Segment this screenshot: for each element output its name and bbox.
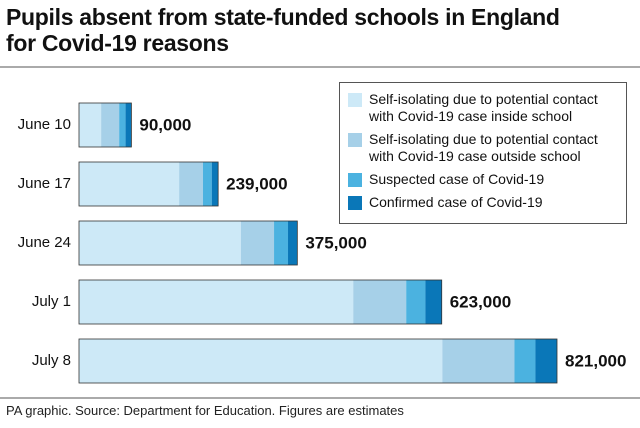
legend-swatch [348,196,362,210]
bar-segment [535,339,557,383]
data-label: 375,000 [305,233,366,252]
bar-outline [78,338,558,384]
data-label: 821,000 [565,351,626,370]
bar-segment [240,221,275,265]
bar-segment [79,339,443,383]
bar-segment [406,280,426,324]
bar-segment [79,162,180,206]
bar-segment [514,339,536,383]
legend-entry: Self-isolating due to potential contact … [348,91,618,125]
legend-entry: Confirmed case of Covid-19 [348,194,618,211]
legend-swatch [348,173,362,187]
bar-segment [274,221,289,265]
legend-label: Self-isolating due to potential contact … [369,91,598,124]
bar-segment [179,162,204,206]
legend-label: Self-isolating due to potential contact … [369,131,598,164]
bar-outline [78,279,443,325]
data-label: 239,000 [226,174,287,193]
bar-segment [353,280,407,324]
data-label: 623,000 [450,292,511,311]
legend-swatch [348,133,362,147]
bar-outline [78,161,219,207]
chart-title: Pupils absent from state-funded schools … [6,4,560,56]
y-tick-label: June 17 [18,175,71,192]
bar-segment [119,103,126,147]
bar-segment [79,103,102,147]
bar-segment [79,280,354,324]
bar-outline [78,102,132,148]
y-tick-label: July 1 [32,293,71,310]
legend-label: Suspected case of Covid-19 [369,171,545,187]
y-tick-label: June 10 [18,116,71,133]
bar-segment [211,162,219,206]
legend: Self-isolating due to potential contact … [339,82,627,224]
source-note: PA graphic. Source: Department for Educa… [6,403,404,418]
bar-segment [288,221,298,265]
bar-segment [101,103,120,147]
legend-entry: Suspected case of Covid-19 [348,171,618,188]
bar-outline [78,220,298,266]
y-tick-label: June 24 [18,234,71,251]
y-tick-label: July 8 [32,352,71,369]
legend-swatch [348,93,362,107]
bar-segment [125,103,132,147]
legend-label: Confirmed case of Covid-19 [369,194,543,210]
data-label: 90,000 [139,115,191,134]
bar-segment [442,339,515,383]
bar-segment [425,280,442,324]
bar-segment [79,221,241,265]
legend-entry: Self-isolating due to potential contact … [348,131,618,165]
bar-segment [203,162,212,206]
